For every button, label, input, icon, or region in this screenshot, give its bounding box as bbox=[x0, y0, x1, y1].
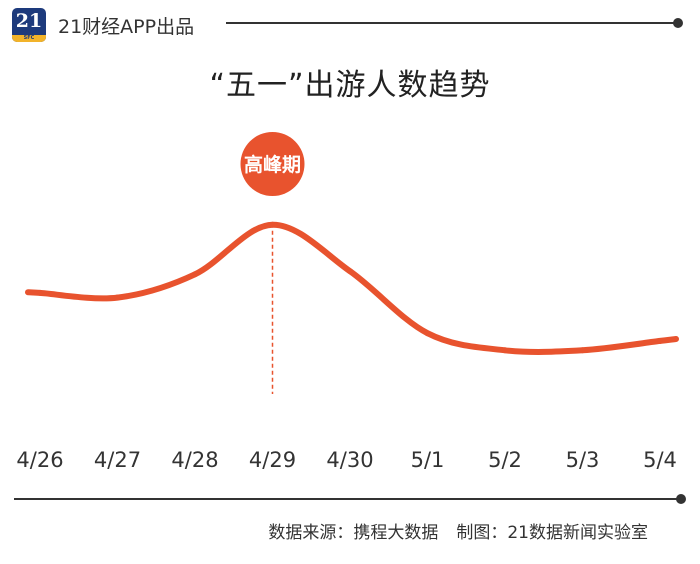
footer-rule bbox=[14, 498, 680, 500]
series-line bbox=[25, 221, 679, 355]
chart-credit: 制图：21数据新闻实验室 bbox=[456, 523, 648, 543]
footer-rule-dot bbox=[676, 494, 686, 504]
logo-strip: SFC bbox=[12, 35, 46, 42]
peak-badge-label: 高峰期 bbox=[244, 153, 301, 176]
x-tick-label: 4/29 bbox=[248, 448, 297, 472]
x-tick-label: 4/26 bbox=[16, 448, 64, 472]
header-rule bbox=[226, 22, 678, 24]
data-point bbox=[192, 271, 198, 278]
data-point bbox=[424, 330, 431, 337]
brand-logo: 21 SFC bbox=[12, 8, 46, 42]
data-point bbox=[502, 347, 508, 354]
x-tick-label: 5/2 bbox=[488, 448, 522, 472]
data-point bbox=[579, 347, 586, 354]
x-tick-label: 4/30 bbox=[326, 448, 374, 472]
x-tick-label: 5/4 bbox=[643, 448, 677, 472]
data-point bbox=[347, 268, 353, 275]
x-tick-label: 4/27 bbox=[93, 448, 142, 472]
chart-title: “五一”出游人数趋势 bbox=[209, 68, 491, 103]
data-source: 数据来源：携程大数据 bbox=[268, 523, 439, 543]
data-point bbox=[657, 337, 663, 344]
x-tick-label: 5/1 bbox=[410, 448, 445, 472]
data-point bbox=[269, 221, 276, 228]
data-point bbox=[37, 289, 43, 296]
peak-badge bbox=[240, 132, 305, 196]
footer-source: 数据来源：携程大数据 制图：21数据新闻实验室 bbox=[268, 518, 648, 543]
logo-sub-text: SFC bbox=[23, 35, 35, 41]
x-tick-label: 5/3 bbox=[565, 448, 600, 472]
brand-name: 21财经APP出品 bbox=[58, 16, 195, 38]
logo-number: 21 bbox=[15, 10, 43, 32]
data-point bbox=[114, 294, 121, 301]
x-tick-label: 4/28 bbox=[171, 448, 219, 472]
header-rule-dot bbox=[673, 18, 683, 28]
